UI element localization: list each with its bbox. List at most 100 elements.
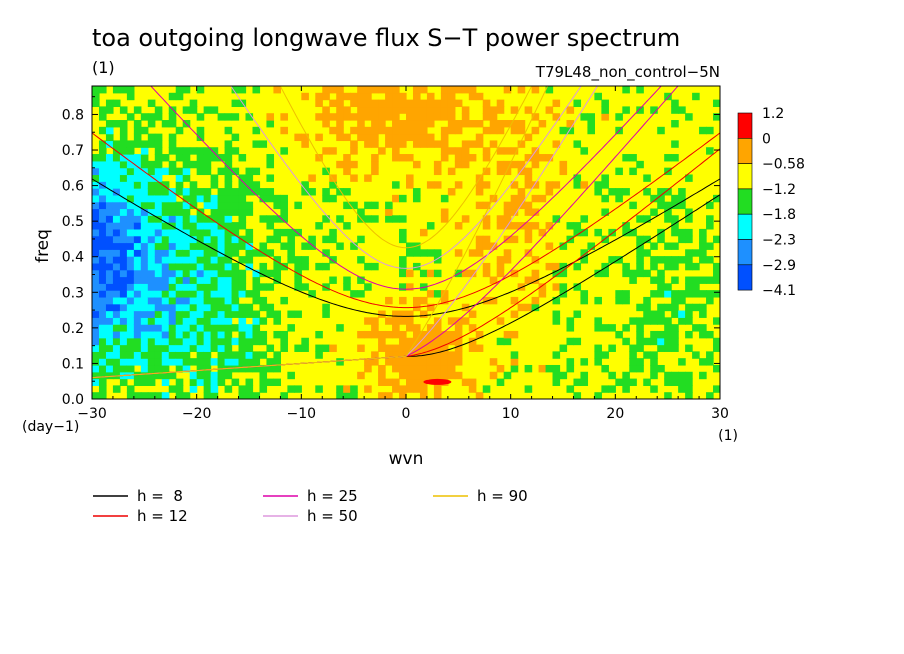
field-cell	[210, 324, 219, 332]
legend-label: h = 12	[137, 507, 188, 525]
field-cell	[315, 99, 323, 108]
field-cell	[461, 378, 470, 386]
field-cell	[273, 215, 281, 223]
field-cell	[217, 228, 226, 237]
field-cell	[378, 126, 386, 135]
field-cell	[112, 337, 121, 346]
field-cell	[161, 201, 170, 210]
field-cell	[161, 188, 170, 196]
field-cell	[329, 228, 337, 237]
field-cell	[203, 378, 212, 386]
field-cell	[92, 296, 100, 305]
field-cell	[315, 262, 323, 271]
field-cell	[503, 120, 512, 128]
field-cell	[419, 371, 428, 380]
field-cell	[566, 106, 575, 114]
field-cell	[287, 385, 295, 393]
field-cell	[266, 310, 275, 318]
field-cell	[559, 160, 568, 169]
field-cell	[168, 140, 177, 148]
field-cell	[140, 351, 149, 359]
field-cell	[175, 378, 184, 386]
field-cell	[203, 215, 212, 223]
field-cell	[664, 256, 672, 264]
field-cell	[238, 194, 247, 203]
field-cell	[98, 344, 107, 352]
field-cell	[266, 160, 275, 169]
field-cell	[140, 296, 149, 305]
field-cell	[706, 242, 714, 250]
dispersion-curve-ig-h90	[279, 86, 533, 249]
field-cell	[706, 147, 714, 155]
field-cell	[315, 330, 323, 339]
field-cell	[245, 208, 254, 216]
field-cell	[482, 262, 491, 271]
field-cell	[168, 147, 177, 155]
field-cell	[182, 276, 191, 284]
field-cell	[112, 283, 121, 291]
field-cell	[119, 378, 128, 386]
field-cell	[419, 120, 428, 128]
field-cell	[217, 113, 226, 121]
field-cell	[224, 371, 233, 380]
field-cell	[657, 256, 665, 264]
field-cell	[147, 215, 156, 223]
field-cell	[343, 385, 351, 393]
field-cell	[636, 330, 644, 339]
field-cell	[154, 276, 163, 284]
field-cell	[273, 378, 281, 386]
field-cell	[552, 378, 561, 386]
field-cell	[112, 385, 121, 393]
field-cell	[133, 290, 142, 298]
field-cell	[154, 147, 163, 155]
field-cell	[482, 99, 491, 108]
field-cell	[182, 364, 191, 373]
field-cell	[98, 126, 107, 135]
field-cell	[245, 358, 254, 366]
field-cell	[196, 188, 205, 196]
field-cell	[671, 154, 679, 162]
field-cell	[210, 174, 219, 182]
field-cell	[92, 222, 100, 230]
field-cell	[454, 147, 463, 155]
field-cell	[140, 242, 149, 250]
field-cell	[168, 120, 177, 128]
field-cell	[622, 378, 630, 386]
field-cell	[203, 249, 212, 257]
field-cell	[224, 249, 233, 257]
field-cell	[357, 235, 365, 244]
field-cell	[692, 92, 700, 101]
field-cell	[461, 147, 470, 155]
field-cell	[182, 86, 191, 94]
field-cell	[419, 392, 428, 399]
field-cell	[238, 215, 247, 223]
field-cell	[147, 188, 156, 196]
field-cell	[385, 201, 393, 210]
field-cell	[161, 337, 170, 346]
field-cell	[385, 330, 393, 339]
field-cell	[594, 392, 602, 399]
field-cell	[357, 208, 365, 216]
field-cell	[552, 181, 561, 189]
field-cell	[175, 351, 184, 359]
field-cell	[133, 194, 142, 203]
field-cell	[210, 269, 219, 278]
field-cell	[559, 126, 568, 135]
field-cell	[210, 303, 219, 312]
field-cell	[615, 113, 623, 121]
field-cell	[524, 276, 533, 284]
field-cell	[329, 174, 337, 182]
field-cell	[496, 106, 505, 114]
field-cell	[336, 324, 344, 332]
field-cell	[699, 235, 707, 244]
field-cell	[140, 269, 149, 278]
field-cell	[685, 174, 693, 182]
field-cell	[531, 208, 540, 216]
field-cell	[685, 249, 693, 257]
field-cell	[468, 324, 477, 332]
field-cell	[301, 133, 309, 142]
field-cell	[112, 256, 121, 264]
field-cell	[524, 303, 533, 312]
field-cell	[392, 378, 400, 386]
field-cell	[685, 283, 693, 291]
